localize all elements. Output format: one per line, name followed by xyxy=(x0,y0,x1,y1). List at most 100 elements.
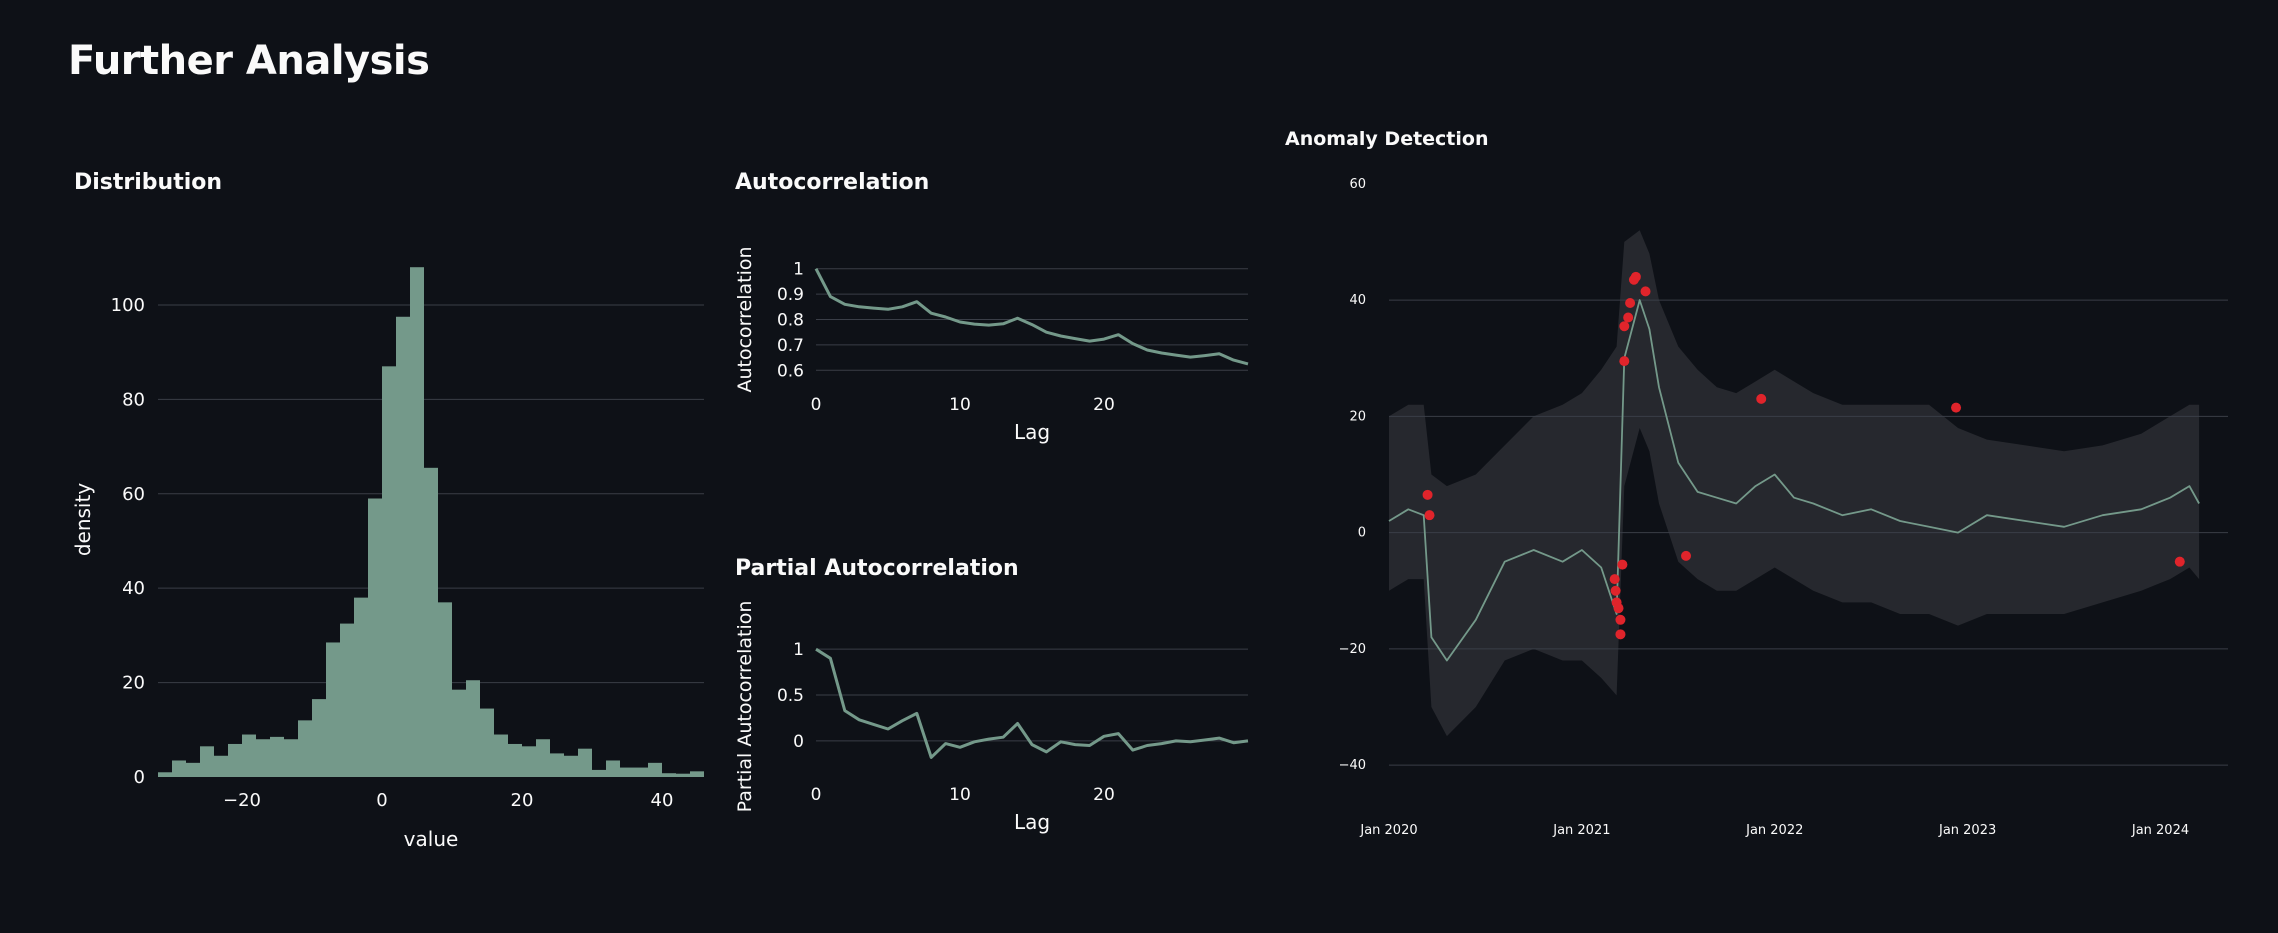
distribution-bar xyxy=(410,267,424,777)
distribution-bar xyxy=(242,734,256,777)
distribution-bar xyxy=(438,602,452,777)
distribution-bar xyxy=(452,689,466,777)
anomaly-point xyxy=(1609,574,1620,585)
anomaly-point xyxy=(1619,356,1630,367)
anomaly-point xyxy=(1424,510,1435,521)
distribution-bar xyxy=(634,767,648,777)
acf-xtick: 10 xyxy=(949,395,971,415)
distribution-bar xyxy=(648,762,662,777)
distribution-bar xyxy=(158,772,172,777)
pacf-xtick: 0 xyxy=(811,785,822,805)
distribution-xtick: 0 xyxy=(376,790,387,811)
acf-ytick: 0.7 xyxy=(777,336,804,356)
distribution-bar xyxy=(606,760,620,777)
distribution-xtick: 20 xyxy=(511,790,534,811)
anomaly-xtick: Jan 2023 xyxy=(1938,823,1996,838)
anomaly-ytick: −20 xyxy=(1339,642,1366,657)
partial-autocorrelation-title: Partial Autocorrelation xyxy=(735,556,1019,581)
anomaly-xtick: Jan 2021 xyxy=(1552,823,1610,838)
distribution-bar xyxy=(284,739,298,777)
distribution-bar xyxy=(326,642,340,777)
anomaly-series-line xyxy=(1388,299,2200,662)
anomaly-xtick: Jan 2022 xyxy=(1745,823,1803,838)
distribution-bar xyxy=(312,699,326,777)
distribution-bar xyxy=(578,748,592,777)
distribution-bar xyxy=(424,467,438,777)
acf-ytick: 0.8 xyxy=(777,311,804,331)
anomaly-point xyxy=(1613,603,1624,614)
anomaly-point xyxy=(1619,321,1630,332)
distribution-bar xyxy=(508,743,522,777)
distribution-bar xyxy=(494,734,508,777)
distribution-bar xyxy=(522,746,536,777)
distribution-bar xyxy=(550,753,564,777)
anomaly-point xyxy=(1951,402,1962,413)
pacf-ytick: 1 xyxy=(793,640,804,660)
anomaly-point xyxy=(1615,629,1626,640)
acf-xtick: 20 xyxy=(1093,395,1115,415)
pacf-line xyxy=(815,647,1249,759)
anomaly-point xyxy=(1615,614,1626,625)
distribution-bar xyxy=(676,773,690,777)
distribution-bar xyxy=(298,720,312,777)
anomaly-point xyxy=(1630,271,1641,282)
distribution-ytick: 20 xyxy=(122,673,145,694)
anomaly-point xyxy=(1756,393,1767,404)
acf-ytick: 1 xyxy=(793,260,804,280)
distribution-title: Distribution xyxy=(74,170,223,195)
pacf-ylabel: Partial Autocorrelation xyxy=(734,601,756,813)
distribution-bar xyxy=(340,623,354,777)
pacf-ytick: 0.5 xyxy=(777,686,804,706)
distribution-xtick: 40 xyxy=(651,790,674,811)
anomaly-point xyxy=(1681,550,1692,561)
distribution-bar xyxy=(466,680,480,777)
distribution-bar xyxy=(172,760,186,777)
distribution-bar xyxy=(382,366,396,777)
distribution-bar xyxy=(592,769,606,777)
anomaly-point xyxy=(1610,585,1621,596)
autocorrelation-title: Autocorrelation xyxy=(735,170,930,195)
acf-ylabel: Autocorrelation xyxy=(734,246,756,392)
acf-ytick: 0.9 xyxy=(777,285,804,305)
distribution-ytick: 100 xyxy=(111,295,145,316)
anomaly-point xyxy=(1422,489,1433,500)
page-title: Further Analysis xyxy=(68,38,430,84)
anomaly-ytick: 20 xyxy=(1349,409,1366,424)
distribution-ytick: 80 xyxy=(122,389,145,410)
pacf-xtick: 20 xyxy=(1093,785,1115,805)
distribution-bar xyxy=(354,597,368,777)
distribution-xlabel: value xyxy=(404,827,459,851)
anomaly-ytick: 40 xyxy=(1349,293,1366,308)
acf-xlabel: Lag xyxy=(1014,420,1050,444)
anomaly-xtick: Jan 2024 xyxy=(2131,823,2189,838)
anomaly-detection-title: Anomaly Detection xyxy=(1285,128,1489,150)
anomaly-xtick: Jan 2020 xyxy=(1359,823,1417,838)
acf-xtick: 0 xyxy=(811,395,822,415)
distribution-xtick: −20 xyxy=(223,790,261,811)
anomaly-ytick: 60 xyxy=(1349,177,1366,192)
distribution-bar xyxy=(564,755,578,777)
pacf-xtick: 10 xyxy=(949,785,971,805)
distribution-bar xyxy=(256,739,270,777)
anomaly-point xyxy=(1625,297,1636,308)
distribution-bar xyxy=(480,708,494,777)
anomaly-ytick: −40 xyxy=(1339,758,1366,773)
distribution-bar xyxy=(228,743,242,777)
anomaly-uncertainty-band xyxy=(1389,230,2200,737)
pacf-ytick: 0 xyxy=(793,732,804,752)
pacf-xlabel: Lag xyxy=(1014,810,1050,834)
distribution-bar xyxy=(396,316,410,777)
anomaly-point xyxy=(2174,556,2185,567)
acf-line xyxy=(814,268,1249,366)
anomaly-point xyxy=(1640,286,1651,297)
anomaly-ytick: 0 xyxy=(1358,526,1366,541)
distribution-bar xyxy=(200,746,214,777)
distribution-bar xyxy=(214,755,228,777)
anomaly-point xyxy=(1617,559,1628,570)
distribution-bar xyxy=(620,767,634,777)
distribution-ytick: 40 xyxy=(122,578,145,599)
distribution-ytick: 0 xyxy=(134,767,145,788)
distribution-bar xyxy=(270,736,284,777)
distribution-bar xyxy=(662,773,676,777)
